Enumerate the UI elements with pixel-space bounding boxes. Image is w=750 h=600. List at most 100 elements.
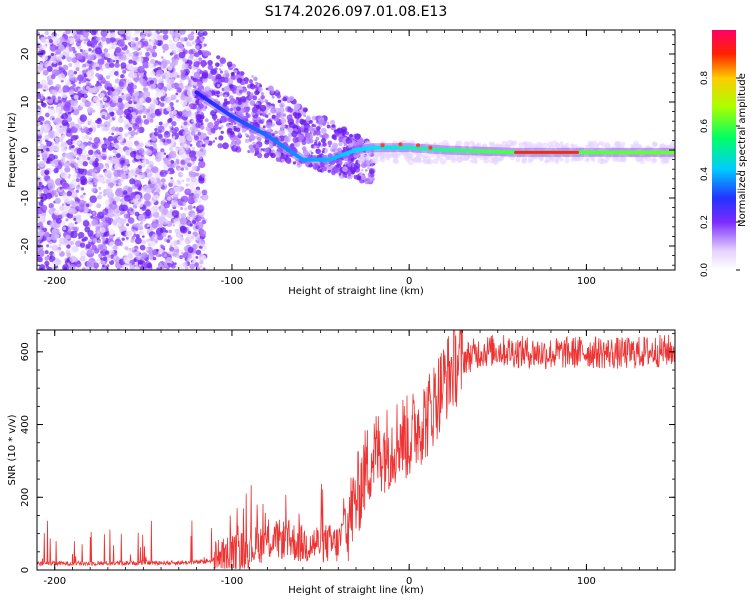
speckle (39, 189, 43, 193)
speckle (53, 130, 60, 137)
speckle (220, 125, 224, 128)
speckle (92, 65, 96, 69)
speckle (148, 38, 152, 42)
speckle (169, 209, 173, 212)
speckle (172, 224, 176, 227)
speckle (332, 166, 339, 174)
speckle (147, 224, 150, 228)
speckle (55, 49, 62, 55)
speckle (82, 267, 86, 270)
speckle (53, 60, 57, 64)
speckle (248, 134, 256, 142)
speckle (60, 171, 68, 179)
speckle (79, 250, 87, 258)
speckle (57, 96, 61, 100)
speckle (97, 117, 102, 122)
speckle (79, 102, 85, 108)
speckle (162, 199, 166, 202)
speckle (189, 44, 193, 47)
speckle (175, 99, 179, 103)
speckle (182, 252, 189, 259)
speckle (336, 128, 341, 133)
speckle (201, 189, 208, 196)
speckle (125, 140, 133, 148)
speckle (274, 130, 278, 135)
speckle (265, 121, 273, 129)
speckle (80, 187, 85, 191)
speckle (88, 149, 94, 156)
bottom-x-tick-label: -200 (43, 576, 66, 587)
speckle (199, 101, 202, 105)
speckle (48, 203, 54, 209)
speckle (72, 239, 76, 243)
speckle (75, 177, 81, 183)
speckle (143, 118, 150, 125)
speckle (255, 87, 259, 91)
speckle (187, 230, 192, 235)
speckle (109, 37, 116, 43)
speckle (271, 95, 275, 99)
speckle (176, 87, 182, 93)
speckle (60, 141, 68, 149)
speckle (44, 169, 50, 175)
speckle (305, 138, 312, 144)
speckle (188, 181, 195, 188)
speckle (117, 39, 125, 47)
speckle (44, 134, 51, 141)
speckle (40, 36, 47, 43)
speckle (68, 207, 75, 215)
speckle (127, 79, 131, 83)
speckle (234, 69, 238, 74)
speckle (197, 131, 202, 136)
speckle (130, 208, 134, 212)
speckle (191, 146, 196, 151)
speckle (190, 176, 197, 183)
speckle (153, 194, 160, 201)
ridge-hotspot (380, 143, 385, 148)
speckle (73, 34, 78, 40)
speckle (190, 155, 197, 162)
speckle (260, 148, 264, 151)
speckle (169, 190, 174, 194)
speckle (75, 189, 79, 193)
speckle (83, 192, 86, 196)
speckle (585, 144, 589, 149)
speckle (86, 71, 92, 77)
speckle (100, 101, 104, 105)
speckle (104, 240, 108, 244)
speckle (100, 30, 108, 37)
speckle (123, 256, 131, 264)
speckle (236, 77, 243, 84)
figure-title: S174.2026.097.01.08.E13 (265, 4, 448, 20)
speckle (214, 62, 220, 67)
speckle (180, 74, 187, 81)
speckle (75, 206, 80, 211)
speckle (132, 37, 136, 41)
speckle (56, 66, 59, 69)
speckle (178, 149, 187, 158)
speckle (132, 72, 138, 78)
speckle (217, 83, 221, 87)
speckle (121, 204, 129, 212)
speckle (98, 253, 103, 259)
speckle (149, 103, 154, 107)
speckle (280, 118, 287, 124)
speckle (171, 120, 177, 127)
speckle (85, 99, 89, 103)
speckle (330, 119, 336, 125)
speckle (650, 157, 657, 164)
speckle (183, 223, 187, 226)
speckle (201, 216, 205, 220)
speckle (72, 140, 77, 145)
speckle (295, 119, 299, 124)
speckle (138, 208, 143, 214)
speckle (108, 203, 113, 208)
speckle (122, 69, 127, 74)
speckle (163, 253, 168, 258)
speckle (67, 175, 71, 179)
speckle (108, 229, 115, 236)
speckle (154, 238, 159, 244)
speckle (191, 165, 198, 172)
